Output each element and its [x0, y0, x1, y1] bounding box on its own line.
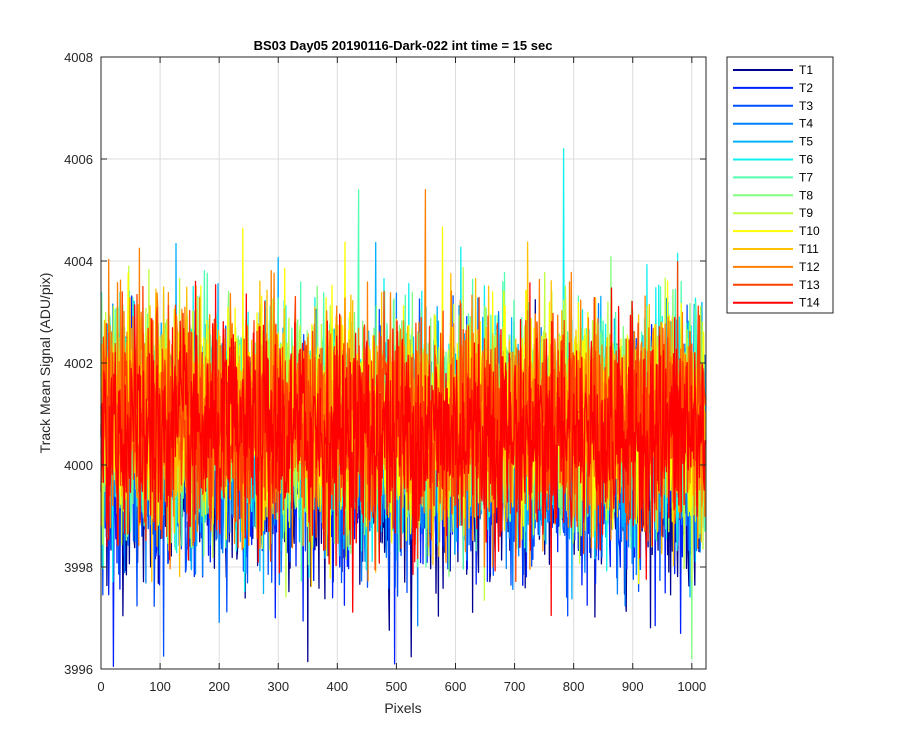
x-tick-label: 600 [445, 679, 467, 694]
x-tick-label: 1000 [677, 679, 706, 694]
x-tick-label: 200 [208, 679, 230, 694]
y-tick-label: 4000 [64, 458, 93, 473]
y-axis-label: Track Mean Signal (ADU/pix) [37, 273, 53, 454]
y-tick-label: 3998 [64, 560, 93, 575]
y-tick-label: 4008 [64, 50, 93, 65]
legend-box [726, 56, 834, 314]
legend-label-t12: T12 [799, 260, 820, 274]
legend-label-t1: T1 [799, 63, 813, 77]
chart-title: BS03 Day05 20190116-Dark-022 int time = … [254, 38, 553, 53]
x-tick-label: 900 [622, 679, 644, 694]
legend-label-t5: T5 [799, 135, 813, 149]
legend-label-t8: T8 [799, 188, 813, 202]
x-tick-label: 500 [386, 679, 408, 694]
y-tick-label: 4006 [64, 152, 93, 167]
x-tick-label: 0 [97, 679, 104, 694]
x-axis-label: Pixels [384, 700, 421, 716]
legend-label-t7: T7 [799, 170, 813, 184]
legend-label-t14: T14 [799, 296, 820, 310]
legend-label-t2: T2 [799, 81, 813, 95]
x-tick-label: 300 [267, 679, 289, 694]
legend-label-t4: T4 [799, 117, 813, 131]
legend-label-t10: T10 [799, 224, 820, 238]
series-layer [100, 148, 707, 668]
y-tick-label: 3996 [64, 662, 93, 677]
legend-label-t11: T11 [799, 242, 819, 256]
legend-label-t9: T9 [799, 206, 813, 220]
x-tick-label: 400 [326, 679, 348, 694]
axis-ticks: 0 100 200 300 400 500 600 700 800 900 1000 3996 3998… [64, 50, 706, 694]
series-line-t14 [100, 280, 707, 617]
x-tick-label: 700 [504, 679, 526, 694]
legend-label-t6: T6 [799, 153, 813, 167]
legend-label-t13: T13 [799, 278, 820, 292]
legend: T1 T2 T3 T4 T5 T6 T7 T8 T9 T10 T11 T12 T13 T14 [726, 56, 834, 314]
legend-label-t3: T3 [799, 99, 813, 113]
x-tick-label: 100 [149, 679, 171, 694]
x-tick-label: 800 [563, 679, 585, 694]
y-tick-label: 4002 [64, 356, 93, 371]
y-tick-label: 4004 [64, 254, 93, 269]
